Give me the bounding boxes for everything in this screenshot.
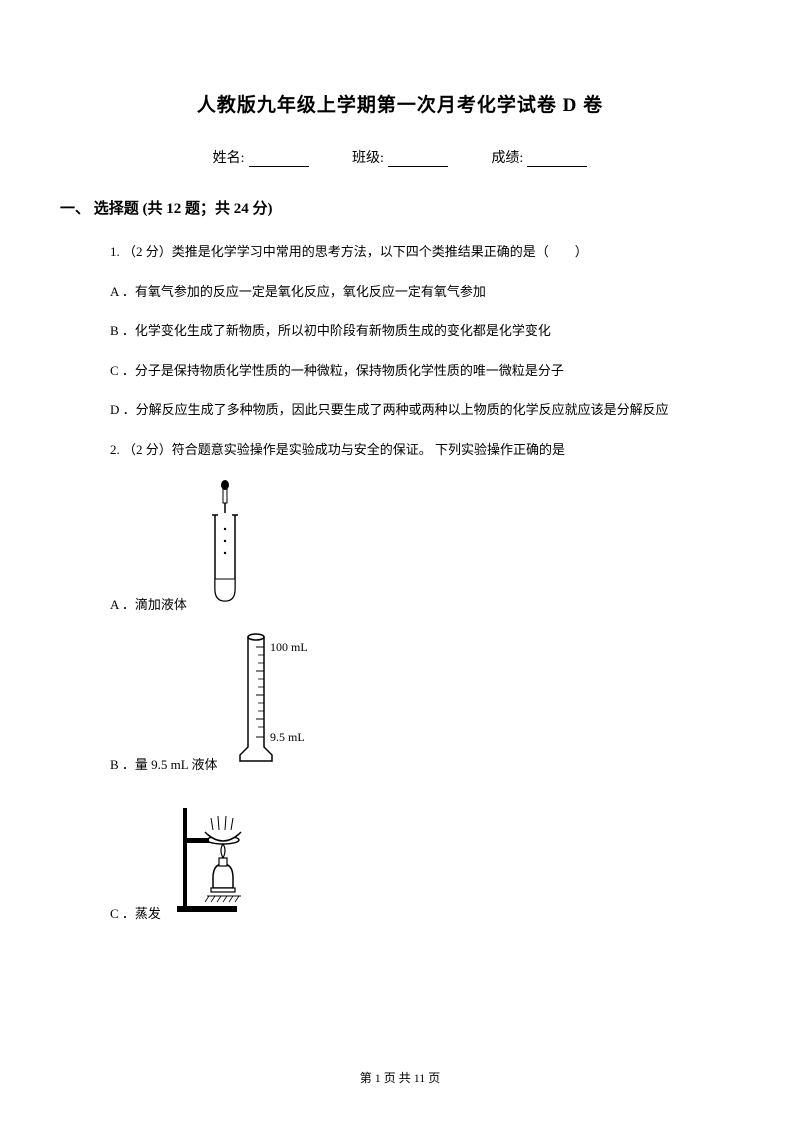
q2-a-label: A ．滴加液体 <box>110 595 187 615</box>
q1-option-a: A ．有氧气参加的反应一定是氧化反应，氧化反应一定有氧气参加 <box>110 282 730 302</box>
q1-option-c: C ．分子是保持物质化学性质的一种微粒，保持物质化学性质的唯一微粒是分子 <box>110 361 730 381</box>
cylinder-label-9-5: 9.5 mL <box>270 730 305 744</box>
section-heading: 一、 选择题 (共 12 题；共 24 分) <box>60 197 730 218</box>
q2-option-b: B ．量 9.5 mL 液体 100 mL 9.5 mL <box>110 629 730 775</box>
q2-stem: 2. （2 分）符合题意实验操作是实验成功与安全的保证。 下列实验操作正确的是 <box>110 440 730 460</box>
q2-b-label: B ．量 9.5 mL 液体 <box>110 755 218 775</box>
name-label: 姓名: <box>213 151 245 166</box>
q1-option-b: B ．化学变化生成了新物质，所以初中阶段有新物质生成的变化都是化学变化 <box>110 321 730 341</box>
page-footer: 第 1 页 共 11 页 <box>0 1069 800 1086</box>
class-label: 班级: <box>352 151 384 166</box>
info-line: 姓名: 班级: 成绩: <box>70 147 730 167</box>
exam-title: 人教版九年级上学期第一次月考化学试卷 D 卷 <box>70 90 730 117</box>
graduated-cylinder-diagram: 100 mL 9.5 mL <box>226 629 346 775</box>
q1-stem: 1. （2 分）类推是化学学习中常用的思考方法，以下四个类推结果正确的是（ ） <box>110 242 730 262</box>
name-blank <box>249 151 309 167</box>
q2-option-c: C ．蒸发 <box>110 788 730 924</box>
q2-c-label: C ．蒸发 <box>110 904 161 924</box>
score-label: 成绩: <box>491 151 523 166</box>
class-blank <box>388 151 448 167</box>
cylinder-label-100: 100 mL <box>270 640 308 654</box>
q2-option-a: A ．滴加液体 <box>110 479 730 615</box>
score-blank <box>527 151 587 167</box>
evaporation-diagram <box>169 788 289 924</box>
test-tube-dropper-diagram <box>195 479 255 615</box>
q1-option-d: D ．分解反应生成了多种物质，因此只要生成了两种或两种以上物质的化学反应就应该是… <box>110 400 730 420</box>
